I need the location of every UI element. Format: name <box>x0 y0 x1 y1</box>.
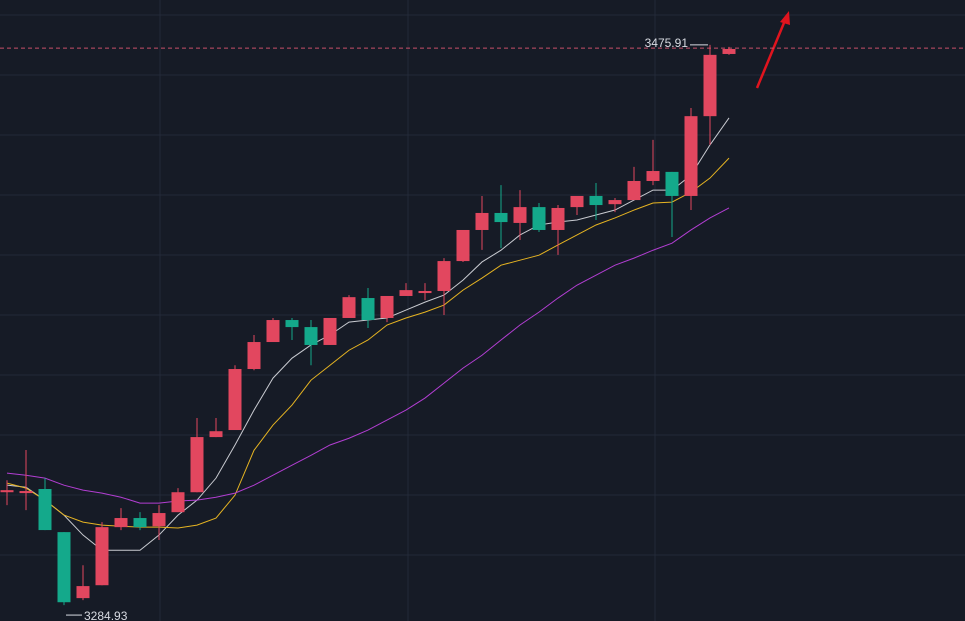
moving-average-line <box>6 157 730 529</box>
candle-body <box>209 431 223 438</box>
moving-average-line <box>6 207 730 504</box>
candle-body <box>323 317 337 345</box>
candle-body <box>456 229 470 262</box>
candle-body <box>551 207 565 230</box>
candle-body <box>95 527 109 586</box>
candle-body <box>684 116 698 196</box>
candle-body <box>304 327 318 345</box>
candle-body <box>133 518 147 528</box>
candle-body <box>513 207 527 223</box>
candle-body <box>627 180 641 201</box>
candle-body <box>190 437 204 493</box>
candle-body <box>418 290 432 294</box>
candle-body <box>38 488 52 531</box>
candle-body <box>494 212 508 223</box>
candle-body <box>608 200 622 205</box>
candle-body <box>437 261 451 291</box>
candle-body <box>665 171 679 196</box>
candle-body <box>76 586 90 599</box>
candle-body <box>247 342 261 370</box>
candle-body <box>285 320 299 328</box>
candle-body <box>228 369 242 431</box>
candle-body <box>722 48 736 54</box>
candle-body <box>171 492 185 513</box>
min-label: 3284.93 <box>84 609 128 621</box>
candle-body <box>19 491 33 494</box>
candle-body <box>266 320 280 343</box>
candle-body <box>361 298 375 321</box>
candle-body <box>475 212 489 230</box>
trend-arrow <box>755 11 790 89</box>
candle-body <box>703 54 717 117</box>
candle-body <box>589 195 603 206</box>
candle-body <box>646 171 660 181</box>
candle-body <box>532 207 546 230</box>
moving-average-line <box>6 117 730 551</box>
candle-body <box>57 532 71 603</box>
candle-body <box>0 490 14 493</box>
candle-body <box>114 518 128 528</box>
candle-body <box>342 297 356 318</box>
candle-body <box>570 195 584 208</box>
candle-body <box>152 513 166 527</box>
candle-body <box>399 290 413 296</box>
candle-body <box>380 295 394 318</box>
max-label: 3475.91 <box>645 36 689 50</box>
